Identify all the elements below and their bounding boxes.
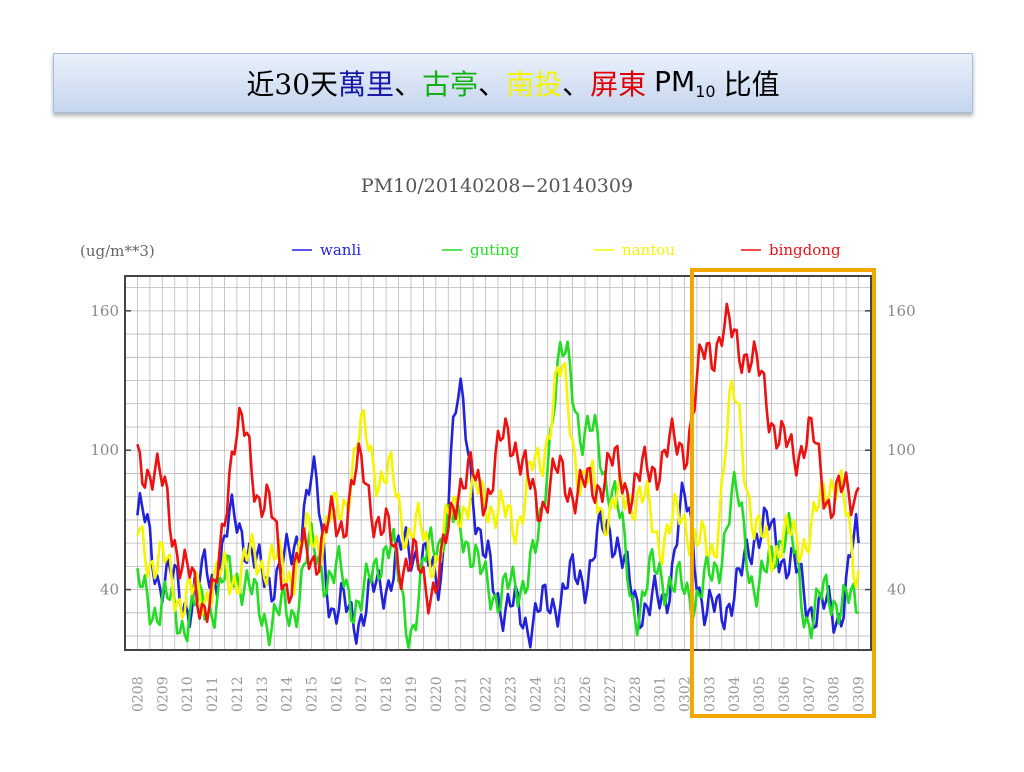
- legend-label-nantou: nantou: [622, 241, 675, 259]
- series-layer: [136, 302, 860, 649]
- series-line-bingdong: [136, 302, 860, 624]
- x-tick-label: 0217: [354, 676, 370, 712]
- plot-frame: [124, 275, 872, 651]
- x-tick-label: 0213: [255, 676, 271, 712]
- y-tick-label-left: 40: [100, 581, 119, 599]
- x-tick-label: 0228: [628, 676, 644, 712]
- x-tick-label: 0305: [752, 676, 768, 712]
- y-tick-label-right: 40: [887, 581, 906, 599]
- x-tick-label: 0221: [454, 676, 470, 712]
- legend-label-guting: guting: [470, 241, 520, 259]
- x-tick-label: 0225: [553, 676, 569, 712]
- x-tick-label: 0301: [653, 676, 669, 712]
- x-tick-label: 0209: [155, 676, 171, 712]
- x-tick-label: 0214: [280, 676, 296, 712]
- x-tick-label: 0210: [180, 676, 196, 712]
- x-tick-label: 0303: [702, 676, 718, 712]
- title-site-1: 萬里: [338, 68, 395, 101]
- x-tick-label: 0222: [479, 676, 495, 712]
- x-tick-label: 0309: [852, 676, 868, 712]
- title-separator: 、: [394, 68, 423, 101]
- title-site-4: 屏東: [590, 68, 647, 101]
- y-tick-label-right: 100: [887, 441, 916, 459]
- legend: wanli guting nantou bingdong: [292, 241, 841, 259]
- x-tick-label: 0227: [603, 676, 619, 712]
- x-tick-label: 0226: [578, 676, 594, 712]
- x-tick-label: 0308: [827, 676, 843, 712]
- y-tick-label-left: 160: [90, 302, 119, 320]
- highlight-box: [689, 268, 877, 718]
- x-tick-label: 0302: [678, 676, 694, 712]
- chart-title: PM10/20140208−20140309: [361, 175, 633, 197]
- x-tick-label: 0219: [404, 676, 420, 712]
- series-line-wanli: [136, 377, 860, 649]
- x-tick-label: 0212: [230, 676, 246, 712]
- x-tick-label: 0215: [305, 676, 321, 712]
- title-site-2: 古亭: [422, 68, 479, 101]
- x-tick-label: 0224: [528, 676, 544, 712]
- title-suffix: 比值: [723, 68, 780, 101]
- x-tick-label: 0218: [379, 676, 395, 712]
- x-tick-label: 0208: [130, 676, 146, 712]
- y-tick-label-left: 100: [90, 441, 119, 459]
- legend-label-wanli: wanli: [320, 241, 361, 259]
- x-tick-label: 0304: [727, 676, 743, 712]
- title-pm-subscript: 10: [695, 82, 716, 101]
- legend-label-bingdong: bingdong: [769, 241, 841, 259]
- series-line-guting: [136, 340, 859, 649]
- title-separator: 、: [562, 68, 591, 101]
- x-tick-label: 0216: [329, 676, 345, 712]
- y-axis-label: (ug/m**3): [80, 242, 155, 260]
- x-tick-label: 0307: [802, 676, 818, 712]
- title-separator: 、: [478, 68, 507, 101]
- slide-title: 近30天 萬里 、 古亭 、 南投 、 屏東 PM10 比值: [53, 53, 973, 113]
- y-tick-label-right: 160: [887, 302, 916, 320]
- x-tick-label: 0211: [205, 676, 221, 712]
- title-pm-text: PM: [654, 65, 696, 98]
- series-line-nantou: [136, 362, 860, 619]
- axes: 40 40 100 100 160 160 0208 0209 0210 0211 0212 0213…: [90, 275, 916, 712]
- x-tick-label: 0220: [429, 676, 445, 712]
- title-site-3: 南投: [506, 68, 563, 101]
- x-tick-label: 0306: [777, 676, 793, 712]
- title-prefix: 近30天: [246, 68, 339, 101]
- title-pm: PM10: [654, 65, 715, 101]
- x-tick-label: 0223: [503, 676, 519, 712]
